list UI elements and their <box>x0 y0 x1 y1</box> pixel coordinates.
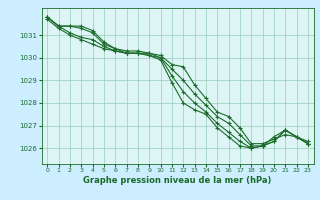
X-axis label: Graphe pression niveau de la mer (hPa): Graphe pression niveau de la mer (hPa) <box>84 176 272 185</box>
